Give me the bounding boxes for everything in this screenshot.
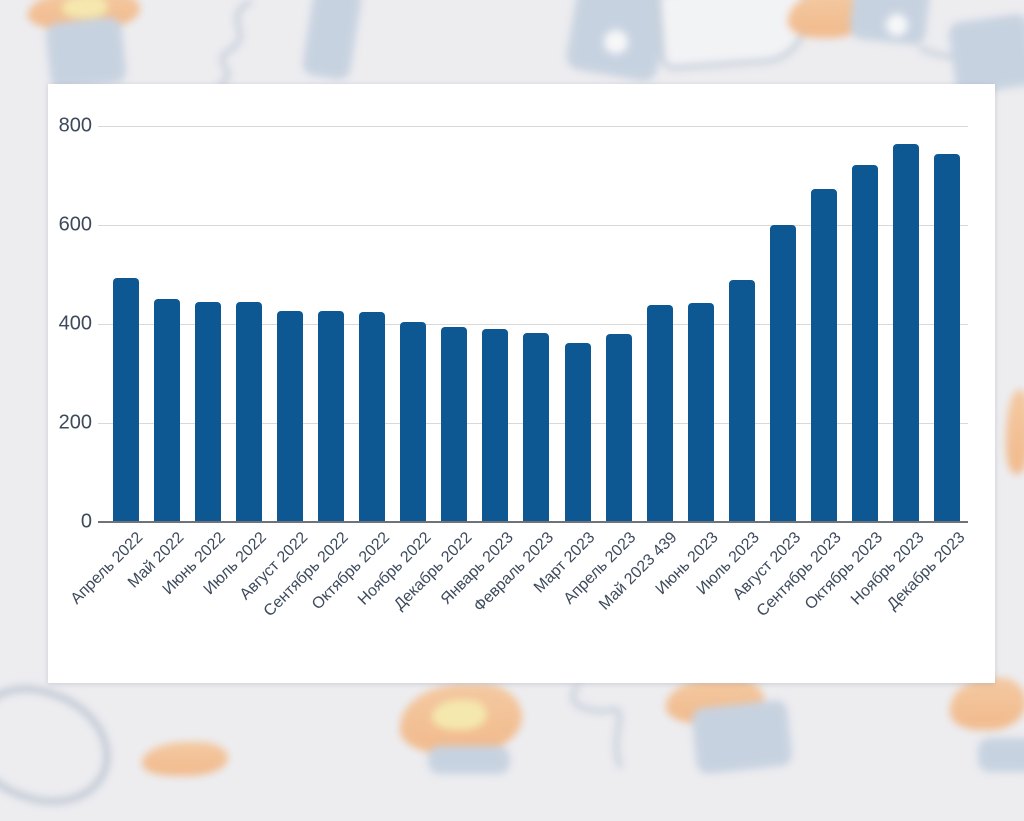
x-axis-labels: Апрель 2022 Май 2022 Июнь 2022 Июль 2022 Авг… (68, 529, 969, 679)
bar-18 (811, 188, 838, 522)
bar-8 (400, 321, 427, 522)
bar-14 (646, 304, 673, 522)
gridline-0 (98, 521, 968, 523)
bar-1 (112, 278, 139, 522)
blade-outline-icon (655, 0, 811, 72)
bar-15 (687, 303, 714, 522)
plot-area: 0 200 400 600 800 (59, 115, 968, 533)
bar-20 (893, 143, 920, 522)
chart-card: 0 200 400 600 800 Апрель 2022 Май 2022 Июнь 20… (48, 84, 995, 683)
bar-12 (564, 342, 591, 522)
bar-17 (770, 225, 797, 522)
lighter-body-icon (690, 699, 794, 775)
flame-core-icon (432, 700, 487, 730)
bar-7 (359, 311, 386, 522)
bar-series (105, 126, 968, 522)
flame-icon (950, 678, 1024, 730)
y-axis-tick-label: 0 (80, 510, 92, 533)
cleaver-hole-icon (886, 14, 908, 36)
bar-9 (441, 326, 468, 522)
bar-11 (523, 332, 550, 522)
knife-icon (947, 12, 1024, 96)
bar-16 (728, 279, 755, 522)
bar-4 (235, 302, 262, 522)
gridline-600 (98, 225, 968, 226)
lighter-body-icon (978, 738, 1024, 772)
cleaver-hole-icon (604, 30, 628, 54)
bar-5 (276, 310, 303, 522)
y-axis-tick-label: 600 (58, 213, 92, 236)
flame-icon (1006, 390, 1024, 474)
bar-6 (318, 310, 345, 522)
blob-outline-icon (0, 670, 126, 821)
gridline-800 (98, 126, 968, 127)
gridline-400 (98, 324, 968, 325)
bar-19 (852, 164, 879, 522)
lighter-body-icon (44, 16, 128, 90)
lighter-body-icon (428, 746, 510, 774)
knife-icon (301, 0, 363, 82)
y-axis-tick-label: 400 (58, 312, 92, 335)
y-axis-tick-label: 200 (58, 411, 92, 434)
flame-icon (142, 742, 228, 776)
bar-3 (194, 302, 221, 522)
bar-10 (482, 328, 509, 522)
bar-13 (605, 334, 632, 522)
y-axis-tick-label: 800 (58, 114, 92, 137)
squiggle-line-icon (217, 0, 253, 86)
bar-21 (934, 153, 961, 522)
squiggle-line-icon (570, 684, 623, 768)
bar-2 (153, 299, 180, 522)
flame-core-icon (62, 0, 108, 18)
